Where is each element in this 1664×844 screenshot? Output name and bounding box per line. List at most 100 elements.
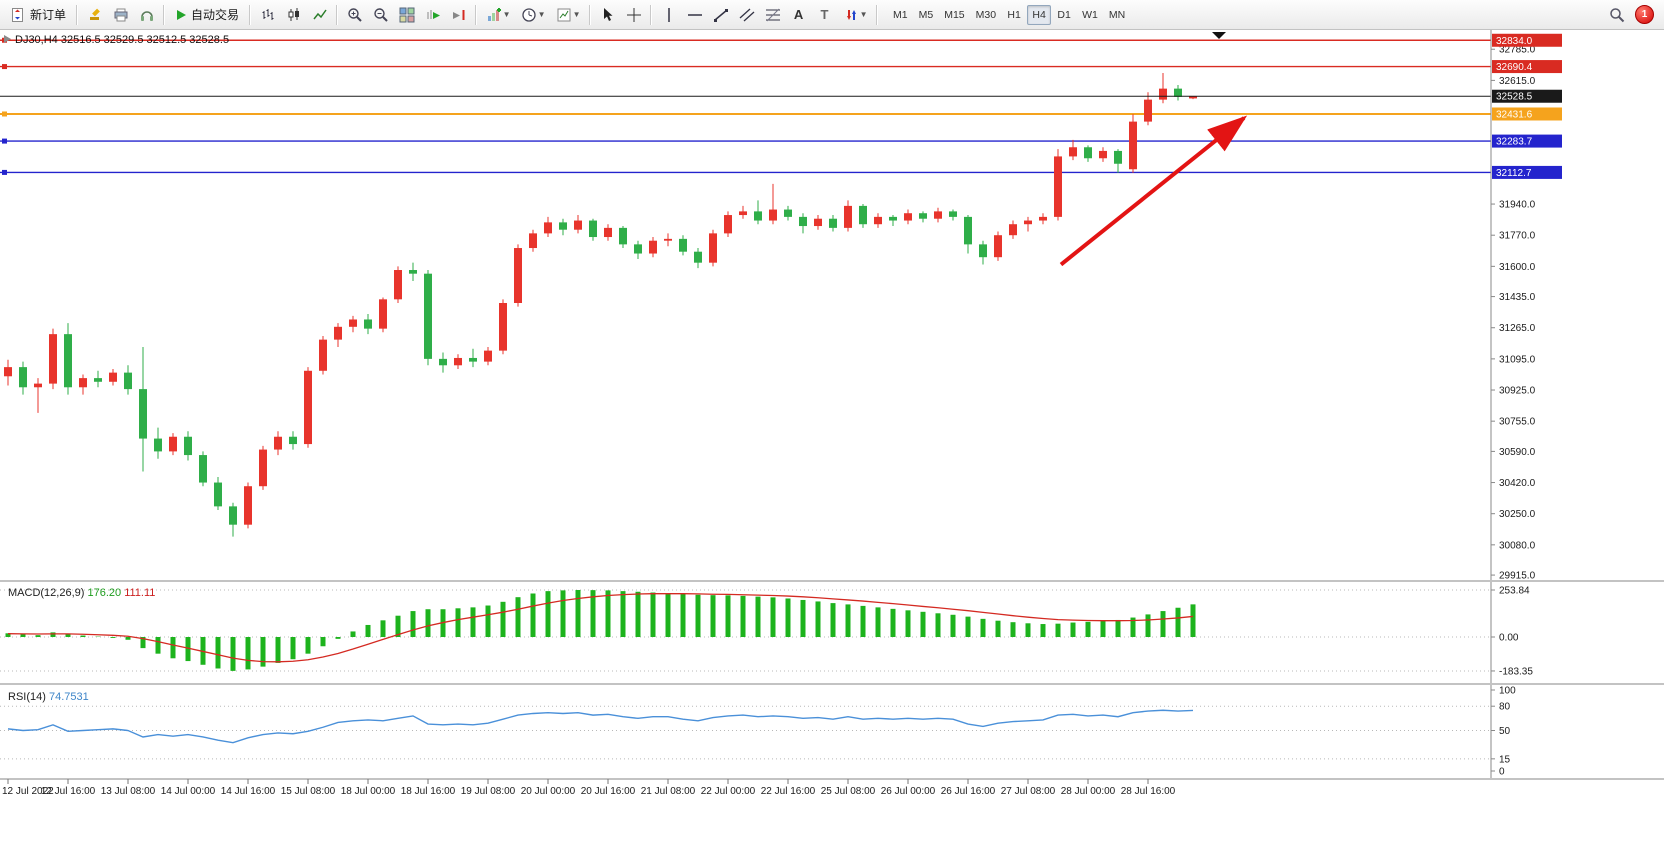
candle bbox=[109, 372, 117, 382]
text-tool-button[interactable]: A bbox=[786, 3, 811, 27]
candle bbox=[244, 486, 252, 525]
horizontal-line-objects[interactable] bbox=[0, 37, 1491, 175]
price-axis: 32785.0 32615.0 31940.0 31770.0 31600.0 31435… bbox=[1490, 30, 1562, 779]
bar-chart-icon bbox=[262, 8, 274, 20]
quick-trade-expander-icon[interactable] bbox=[4, 35, 11, 43]
timeframe-m1-button[interactable]: M1 bbox=[888, 5, 913, 25]
candle bbox=[589, 220, 597, 238]
templates-button[interactable]: ▼ bbox=[551, 3, 585, 27]
price-tag-32528.5 bbox=[1492, 89, 1562, 103]
zoom-in-button[interactable] bbox=[342, 3, 367, 27]
svg-text:32615.0: 32615.0 bbox=[1499, 76, 1536, 87]
hammer-button[interactable] bbox=[82, 3, 107, 27]
toolbar-separator bbox=[475, 4, 478, 25]
hline-handle[interactable] bbox=[2, 111, 7, 117]
candle bbox=[94, 378, 102, 382]
svg-text:50: 50 bbox=[1499, 726, 1511, 737]
svg-text:30590.0: 30590.0 bbox=[1499, 447, 1536, 458]
vertical-line-tool-button[interactable] bbox=[656, 3, 681, 27]
text-label-tool-button[interactable]: T bbox=[812, 3, 837, 27]
svg-text:31770.0: 31770.0 bbox=[1499, 231, 1536, 242]
print-icon bbox=[114, 8, 128, 21]
autotrading-play-icon bbox=[177, 9, 187, 20]
notification-badge[interactable]: 1 bbox=[1635, 5, 1654, 24]
triangle-object-marker[interactable] bbox=[1212, 32, 1226, 39]
candlestick-chart-button[interactable] bbox=[281, 3, 306, 27]
fibonacci-tool-button[interactable] bbox=[760, 3, 785, 27]
hline-handle[interactable] bbox=[2, 64, 7, 70]
auto-scroll-button[interactable] bbox=[420, 3, 445, 27]
svg-text:253.84: 253.84 bbox=[1499, 585, 1530, 596]
svg-text:32112.7: 32112.7 bbox=[1496, 168, 1532, 179]
search-button[interactable] bbox=[1604, 3, 1629, 27]
svg-text:32431.6: 32431.6 bbox=[1496, 109, 1533, 120]
svg-text:31940.0: 31940.0 bbox=[1499, 200, 1536, 211]
price-tag-32690.4 bbox=[1492, 60, 1562, 74]
candle bbox=[1114, 150, 1122, 164]
candle bbox=[709, 233, 717, 263]
candle bbox=[499, 302, 507, 351]
timeframe-d1-button[interactable]: D1 bbox=[1052, 5, 1076, 25]
candle bbox=[394, 270, 402, 300]
chart-shift-button[interactable] bbox=[446, 3, 471, 27]
timeframe-m30-button[interactable]: M30 bbox=[971, 5, 1001, 25]
chart-area: 32785.0 32615.0 31940.0 31770.0 31600.0 31435… bbox=[0, 30, 1664, 844]
periods-clock-icon bbox=[521, 7, 536, 22]
headset-icon bbox=[140, 10, 153, 21]
hline-handle[interactable] bbox=[2, 169, 7, 175]
periods-button[interactable]: ▼ bbox=[516, 3, 550, 27]
indicators-button[interactable]: ▼ bbox=[481, 3, 515, 27]
trend-arrow[interactable] bbox=[1059, 115, 1248, 267]
auto-trading-button[interactable]: 自动交易 bbox=[169, 3, 245, 27]
line-chart-button[interactable] bbox=[307, 3, 332, 27]
chevron-down-icon: ▼ bbox=[502, 10, 511, 19]
svg-text:30925.0: 30925.0 bbox=[1499, 386, 1536, 397]
svg-text:20 Jul 00:00: 20 Jul 00:00 bbox=[521, 786, 576, 797]
zoom-out-button[interactable] bbox=[368, 3, 393, 27]
crosshair-tool-button[interactable] bbox=[621, 3, 646, 27]
candle bbox=[1009, 224, 1017, 236]
bar-chart-button[interactable] bbox=[255, 3, 280, 27]
svg-text:22 Jul 00:00: 22 Jul 00:00 bbox=[701, 786, 756, 797]
svg-text:15 Jul 08:00: 15 Jul 08:00 bbox=[281, 786, 336, 797]
trendline-tool-button[interactable] bbox=[708, 3, 733, 27]
horizontal-line-icon bbox=[687, 13, 702, 16]
cursor-icon bbox=[603, 7, 613, 21]
rsi-panel: 100 80 50 15 0 RSI(14) 74.7531 bbox=[0, 686, 1516, 778]
timeframe-h1-button[interactable]: H1 bbox=[1002, 5, 1026, 25]
channel-tool-button[interactable] bbox=[734, 3, 759, 27]
svg-text:32283.7: 32283.7 bbox=[1496, 137, 1533, 148]
tile-windows-button[interactable] bbox=[394, 3, 419, 27]
template-icon bbox=[557, 8, 571, 21]
hline-handle[interactable] bbox=[2, 138, 7, 144]
timeframe-m5-button[interactable]: M5 bbox=[914, 5, 939, 25]
svg-text:32834.0: 32834.0 bbox=[1496, 36, 1533, 47]
headset-button[interactable] bbox=[134, 3, 159, 27]
cursor-tool-button[interactable] bbox=[595, 3, 620, 27]
toolbar-separator bbox=[650, 4, 653, 25]
candle bbox=[889, 216, 897, 221]
timeframe-w1-button[interactable]: W1 bbox=[1077, 5, 1103, 25]
candle bbox=[634, 244, 642, 254]
symbol-ohlc-label: DJ30,H4 32516.5 32529.5 32512.5 32528.5 bbox=[15, 34, 229, 46]
print-button[interactable] bbox=[108, 3, 133, 27]
candle bbox=[4, 367, 12, 377]
timeframe-mn-button[interactable]: MN bbox=[1104, 5, 1130, 25]
horizontal-line-tool-button[interactable] bbox=[682, 3, 707, 27]
chart-canvas[interactable]: 32785.0 32615.0 31940.0 31770.0 31600.0 31435… bbox=[0, 30, 1664, 844]
arrows-tool-button[interactable]: ▼ bbox=[838, 3, 872, 27]
candle bbox=[514, 248, 522, 303]
hammer-icon bbox=[89, 8, 100, 20]
auto-trading-label: 自动交易 bbox=[191, 8, 240, 22]
candle bbox=[439, 358, 447, 366]
chevron-down-icon: ▼ bbox=[572, 10, 581, 19]
candle bbox=[1189, 96, 1197, 99]
timeframe-m15-button[interactable]: M15 bbox=[939, 5, 969, 25]
new-order-button[interactable]: 新订单 bbox=[4, 3, 72, 27]
candle bbox=[1024, 220, 1032, 225]
timeframe-h4-button[interactable]: H4 bbox=[1027, 4, 1052, 25]
new-order-icon bbox=[12, 7, 23, 22]
candle bbox=[559, 222, 567, 230]
candle bbox=[319, 339, 327, 371]
fibonacci-icon bbox=[765, 8, 780, 21]
